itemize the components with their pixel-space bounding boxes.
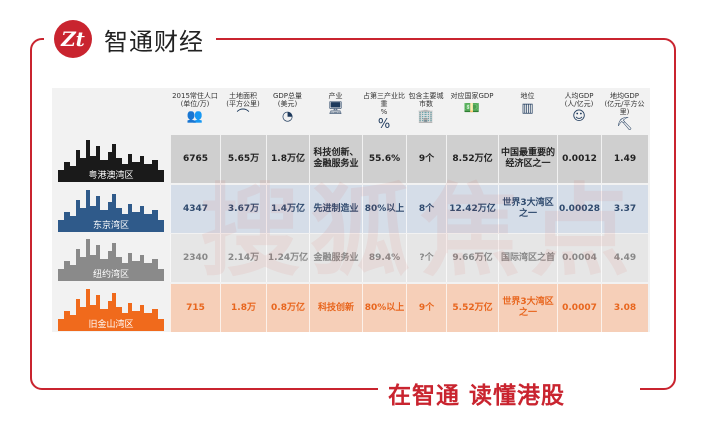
column-header: 2015常住人口 (单位/万) 👥 <box>170 92 220 134</box>
table-cell: 4347 <box>170 185 220 233</box>
people-icon: 👥 <box>186 109 204 124</box>
header-label: GDP总量 <box>272 92 303 100</box>
slogan: 在智通 读懂港股 <box>388 383 566 409</box>
table-cell: 中国最重要的经济区之一 <box>498 135 557 183</box>
table-cell: 80%以上 <box>362 185 406 233</box>
table-cell: 3.37 <box>601 185 648 233</box>
table-cell: 国际湾区之首 <box>498 234 557 282</box>
table-row: 2340 2.14万 1.24万亿 金融服务业 89.4% ?个 9.66万亿 国际湾区之首 0… <box>170 234 648 282</box>
header-label: 2015常住人口 <box>172 92 218 100</box>
table-cell: 0.0004 <box>557 234 601 282</box>
table-row: 715 1.8万 0.8万亿 科技创新 80%以上 9个 5.52万亿 世界3大湾区之一 0.0… <box>170 284 648 332</box>
table-cell: 0.0012 <box>557 135 601 183</box>
skyline-image: 纽约湾区 <box>58 235 164 281</box>
table-cell: 715 <box>170 284 220 332</box>
table-cell: 3.67万 <box>220 185 266 233</box>
column-header: 地均GDP (亿元/平方公里) ⛏ <box>601 92 648 134</box>
column-header: 地位 ▥ <box>498 92 557 134</box>
column-header: 占第三产业比重%% <box>362 92 406 134</box>
table-cell: 1.24万亿 <box>266 234 309 282</box>
skyline-image: 旧金山湾区 <box>58 285 164 331</box>
header-label: 产业 <box>328 92 343 100</box>
computer-icon: 🖥 <box>327 101 344 116</box>
table-cell: 1.49 <box>601 135 648 183</box>
table-cell: 6765 <box>170 135 220 183</box>
skyline-image: 东京湾区 <box>58 186 164 232</box>
table-cell: 0.0007 <box>557 284 601 332</box>
header-label: 对应国家GDP <box>450 92 494 100</box>
skyline-image: 粤港澳湾区 <box>58 136 164 182</box>
table-cell: 8.52万亿 <box>446 135 498 183</box>
money-icon: 💵 <box>463 101 481 116</box>
red-frame <box>30 38 676 390</box>
buildings-icon: 🏢 <box>417 109 435 124</box>
table-cell: 世界3大湾区之一 <box>498 185 557 233</box>
table-cell: 8个 <box>406 185 446 233</box>
table-cell: ?个 <box>406 234 446 282</box>
table-cell: 0.00028 <box>557 185 601 233</box>
table-cell: 80%以上 <box>362 284 406 332</box>
header-unit: (平方公里) <box>226 100 260 108</box>
pie-chart-icon: ◔ <box>281 109 294 124</box>
table-cell: 55.6% <box>362 135 406 183</box>
table-cell: 先进制造业 <box>309 185 362 233</box>
table-cell: 9个 <box>406 284 446 332</box>
header-unit: (单位/万) <box>180 100 210 108</box>
table-cell: 科技创新、金融服务业 <box>309 135 362 183</box>
column-header: 包含主要城市数 🏢 <box>406 92 446 134</box>
column-header: 人均GDP (人/亿元) ☺ <box>557 92 601 134</box>
header-unit: (亿元/平方公里) <box>604 100 645 116</box>
header-unit: (人/亿元) <box>564 100 594 108</box>
header-unit: (美元) <box>277 100 298 108</box>
table-cell: 1.8万 <box>220 284 266 332</box>
podium-icon: ▥ <box>521 101 534 116</box>
column-header: 土地面积 (平方公里) ⌒ <box>220 92 266 134</box>
column-header: GDP总量 (美元) ◔ <box>266 92 309 134</box>
bay-area-name: 粤港澳湾区 <box>88 171 134 181</box>
header-label: 占第三产业比重 <box>363 92 405 108</box>
column-header: 对应国家GDP 💵 <box>446 92 498 134</box>
table-cell: 89.4% <box>362 234 406 282</box>
table-cell: 1.8万亿 <box>266 135 309 183</box>
header-label: 人均GDP <box>564 92 594 100</box>
column-header: 产业 🖥 <box>309 92 362 134</box>
table-cell: 12.42万亿 <box>446 185 498 233</box>
table-cell: 科技创新 <box>309 284 362 332</box>
table-cell: 0.8万亿 <box>266 284 309 332</box>
table-cell: 2340 <box>170 234 220 282</box>
table-cell: 9.66万亿 <box>446 234 498 282</box>
header-label: 地均GDP <box>609 92 640 100</box>
header-label: 地位 <box>520 92 535 100</box>
percent-icon: % <box>377 117 391 132</box>
table-cell: 9个 <box>406 135 446 183</box>
bay-area-name: 纽约湾区 <box>92 270 129 280</box>
table-cell: 1.4万亿 <box>266 185 309 233</box>
table-row: 6765 5.65万 1.8万亿 科技创新、金融服务业 55.6% 9个 8.52万亿 中国最… <box>170 135 648 183</box>
brand-logo: Zt <box>54 20 92 58</box>
bay-area-name: 东京湾区 <box>92 221 129 231</box>
table-cell: 5.52万亿 <box>446 284 498 332</box>
table-cell: 2.14万 <box>220 234 266 282</box>
land-icon: ⌒ <box>236 109 250 124</box>
header-label: 土地面积 <box>229 92 257 100</box>
land-hand-icon: ⛏ <box>616 117 633 132</box>
bay-area-name: 旧金山湾区 <box>88 320 134 330</box>
table-cell: 4.49 <box>601 234 648 282</box>
table-row: 4347 3.67万 1.4万亿 先进制造业 80%以上 8个 12.42万亿 世界3大湾区之… <box>170 185 648 233</box>
table-cell: 金融服务业 <box>309 234 362 282</box>
table-cell: 3.08 <box>601 284 648 332</box>
person-hand-icon: ☺ <box>572 109 586 124</box>
table-cell: 5.65万 <box>220 135 266 183</box>
table-cell: 世界3大湾区之一 <box>498 284 557 332</box>
header-label: 包含主要城市数 <box>408 92 444 108</box>
header-unit: % <box>380 108 388 116</box>
brand-name: 智通财经 <box>104 28 204 56</box>
